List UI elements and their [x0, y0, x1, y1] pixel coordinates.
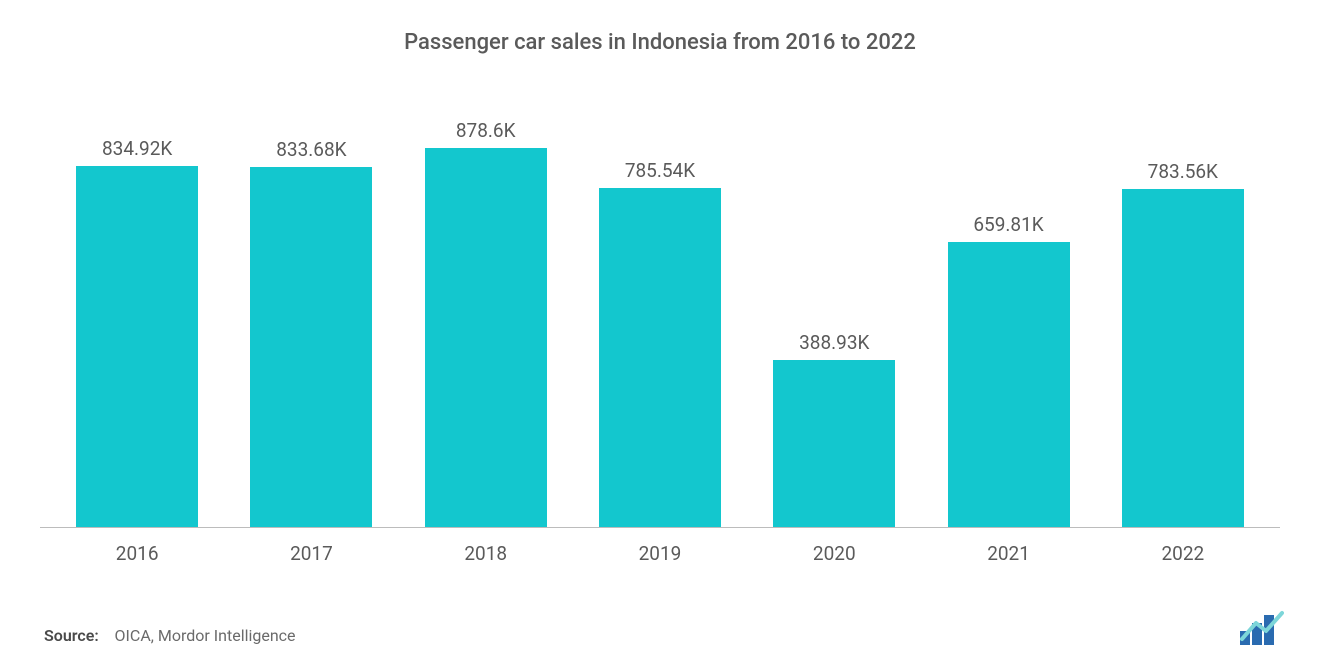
x-axis: 2016201720182019202020212022 [40, 536, 1280, 565]
x-tick-label: 2021 [921, 542, 1095, 565]
bar-group: 783.56K [1096, 95, 1270, 528]
bar-group: 388.93K [747, 95, 921, 528]
bar-value-label: 783.56K [1148, 160, 1218, 183]
x-tick-label: 2019 [573, 542, 747, 565]
brand-logo-icon [1240, 615, 1276, 645]
bar-value-label: 659.81K [973, 213, 1043, 236]
bar [76, 166, 198, 528]
x-tick-label: 2017 [224, 542, 398, 565]
x-tick-label: 2016 [50, 542, 224, 565]
bar-group: 833.68K [224, 95, 398, 528]
bar [948, 242, 1070, 528]
bar-value-label: 878.6K [456, 119, 516, 142]
bar-group: 659.81K [921, 95, 1095, 528]
bar [773, 360, 895, 528]
bar [1122, 189, 1244, 528]
x-tick-label: 2018 [399, 542, 573, 565]
bar-group: 785.54K [573, 95, 747, 528]
bar-value-label: 388.93K [799, 331, 869, 354]
bar [250, 167, 372, 528]
chart-footer: Source: OICA, Mordor Intelligence [40, 615, 1280, 645]
chart-title: Passenger car sales in Indonesia from 20… [40, 30, 1280, 55]
bar-group: 834.92K [50, 95, 224, 528]
bar-value-label: 833.68K [276, 138, 346, 161]
bar [425, 148, 547, 528]
x-tick-label: 2022 [1096, 542, 1270, 565]
source-label: Source: [44, 626, 99, 645]
source-line: Source: OICA, Mordor Intelligence [44, 626, 296, 645]
bar-group: 878.6K [399, 95, 573, 528]
x-axis-baseline [40, 527, 1280, 528]
bar-value-label: 785.54K [625, 159, 695, 182]
bar [599, 188, 721, 528]
plot-area: 834.92K 833.68K 878.6K 785.54K 388.93K 659.81… [40, 95, 1280, 528]
chart-container: Passenger car sales in Indonesia from 20… [0, 0, 1320, 665]
source-text: OICA, Mordor Intelligence [115, 626, 296, 645]
x-tick-label: 2020 [747, 542, 921, 565]
bar-value-label: 834.92K [102, 137, 172, 160]
